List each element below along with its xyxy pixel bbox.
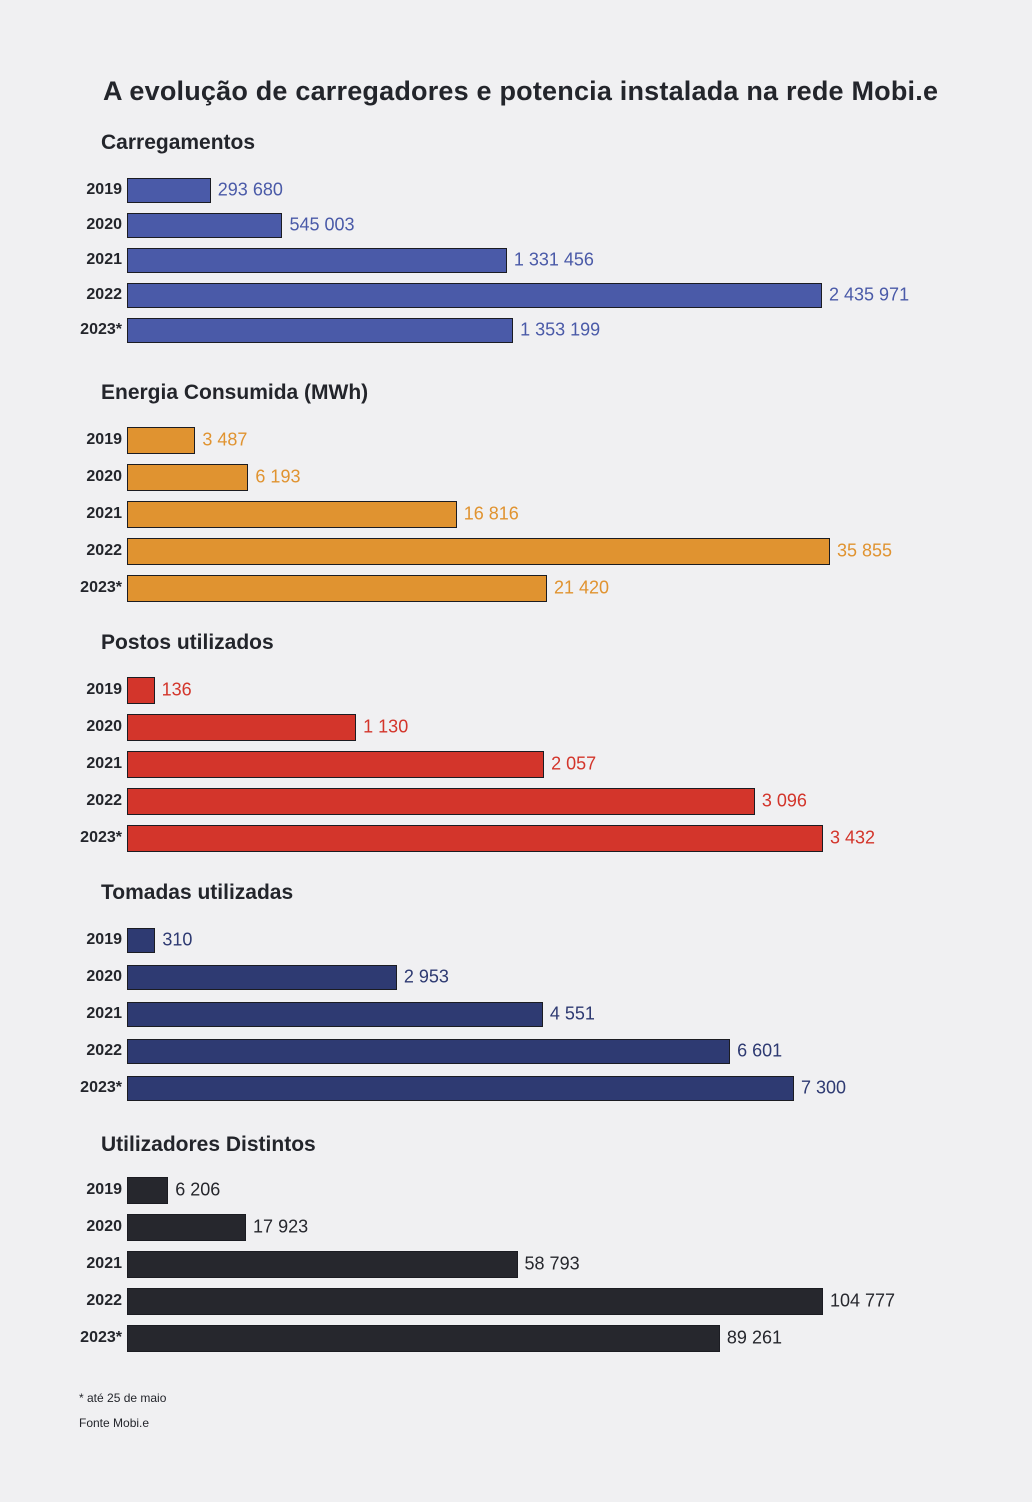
bar bbox=[127, 212, 283, 238]
year-label: 2022 bbox=[86, 286, 122, 303]
year-label: 2019 bbox=[86, 931, 122, 948]
section-title: Tomadas utilizadas bbox=[101, 881, 294, 904]
year-label: 2019 bbox=[86, 681, 122, 698]
year-label: 2019 bbox=[86, 1181, 122, 1198]
year-label: 2022 bbox=[86, 792, 122, 809]
year-label: 2020 bbox=[86, 216, 122, 233]
value-label: 17 923 bbox=[253, 1216, 309, 1237]
value-label: 1 130 bbox=[363, 716, 409, 737]
value-label: 3 432 bbox=[830, 827, 876, 848]
year-label: 2021 bbox=[86, 505, 122, 522]
value-label: 6 601 bbox=[737, 1040, 783, 1061]
value-label: 3 487 bbox=[202, 429, 248, 450]
bar bbox=[127, 282, 822, 308]
bar bbox=[127, 750, 545, 778]
year-label: 2019 bbox=[86, 431, 122, 448]
value-label: 293 680 bbox=[217, 179, 283, 200]
year-label: 2023* bbox=[80, 829, 122, 846]
bar bbox=[127, 426, 196, 454]
year-label: 2020 bbox=[86, 1218, 122, 1235]
year-label: 2023* bbox=[80, 321, 122, 338]
value-label: 1 331 456 bbox=[513, 249, 594, 270]
value-label: 16 816 bbox=[463, 503, 519, 524]
value-label: 2 435 971 bbox=[829, 284, 910, 305]
footnote: * até 25 de maio bbox=[79, 1391, 167, 1405]
year-label: 2019 bbox=[86, 181, 122, 198]
year-label: 2023* bbox=[80, 1329, 122, 1346]
year-label: 2020 bbox=[86, 718, 122, 735]
value-label: 6 206 bbox=[175, 1179, 221, 1200]
value-label: 21 420 bbox=[553, 577, 610, 598]
year-label: 2021 bbox=[86, 1005, 122, 1022]
value-label: 310 bbox=[162, 929, 193, 950]
bar bbox=[127, 247, 507, 273]
value-label: 4 551 bbox=[549, 1003, 595, 1024]
bar bbox=[127, 317, 514, 343]
bar bbox=[127, 787, 755, 815]
bar bbox=[127, 574, 547, 602]
value-label: 2 057 bbox=[551, 753, 597, 774]
year-label: 2022 bbox=[86, 1042, 122, 1059]
bar bbox=[127, 1038, 731, 1064]
chart-title: A evolução de carregadores e potencia in… bbox=[103, 76, 939, 106]
value-label: 136 bbox=[161, 679, 192, 700]
value-label: 6 193 bbox=[255, 466, 301, 487]
year-label: 2021 bbox=[86, 755, 122, 772]
bar bbox=[127, 824, 823, 852]
value-label: 7 300 bbox=[801, 1077, 847, 1098]
bar bbox=[127, 676, 155, 704]
bar bbox=[127, 1213, 247, 1241]
year-label: 2020 bbox=[86, 468, 122, 485]
year-label: 2021 bbox=[86, 251, 122, 268]
year-label: 2023* bbox=[80, 579, 122, 596]
year-label: 2022 bbox=[86, 1292, 122, 1309]
year-label: 2021 bbox=[86, 1255, 122, 1272]
bar bbox=[127, 500, 457, 528]
bar bbox=[127, 1075, 794, 1101]
bar bbox=[127, 1001, 543, 1027]
value-label: 545 003 bbox=[289, 214, 355, 235]
section-title: Postos utilizados bbox=[101, 631, 274, 654]
year-label: 2020 bbox=[86, 968, 122, 985]
year-label: 2022 bbox=[86, 542, 122, 559]
value-label: 2 953 bbox=[403, 966, 449, 987]
value-label: 35 855 bbox=[837, 540, 893, 561]
bar bbox=[127, 177, 211, 203]
bar bbox=[127, 1250, 518, 1278]
value-label: 3 096 bbox=[761, 790, 807, 811]
source-note: Fonte Mobi.e bbox=[79, 1416, 150, 1430]
section-title: Carregamentos bbox=[101, 131, 256, 154]
bar bbox=[127, 713, 357, 741]
bar bbox=[127, 463, 249, 491]
value-label: 104 777 bbox=[830, 1290, 896, 1311]
section-title: Energia Consumida (MWh) bbox=[101, 381, 369, 404]
value-label: 89 261 bbox=[726, 1327, 782, 1348]
bar bbox=[127, 537, 830, 565]
bar bbox=[127, 964, 397, 990]
bar bbox=[127, 1176, 169, 1204]
value-label: 58 793 bbox=[524, 1253, 580, 1274]
bar bbox=[127, 927, 156, 953]
section-title: Utilizadores Distintos bbox=[101, 1133, 316, 1156]
bar bbox=[127, 1287, 823, 1315]
value-label: 1 353 199 bbox=[520, 319, 601, 340]
year-label: 2023* bbox=[80, 1079, 122, 1096]
bar bbox=[127, 1324, 720, 1352]
